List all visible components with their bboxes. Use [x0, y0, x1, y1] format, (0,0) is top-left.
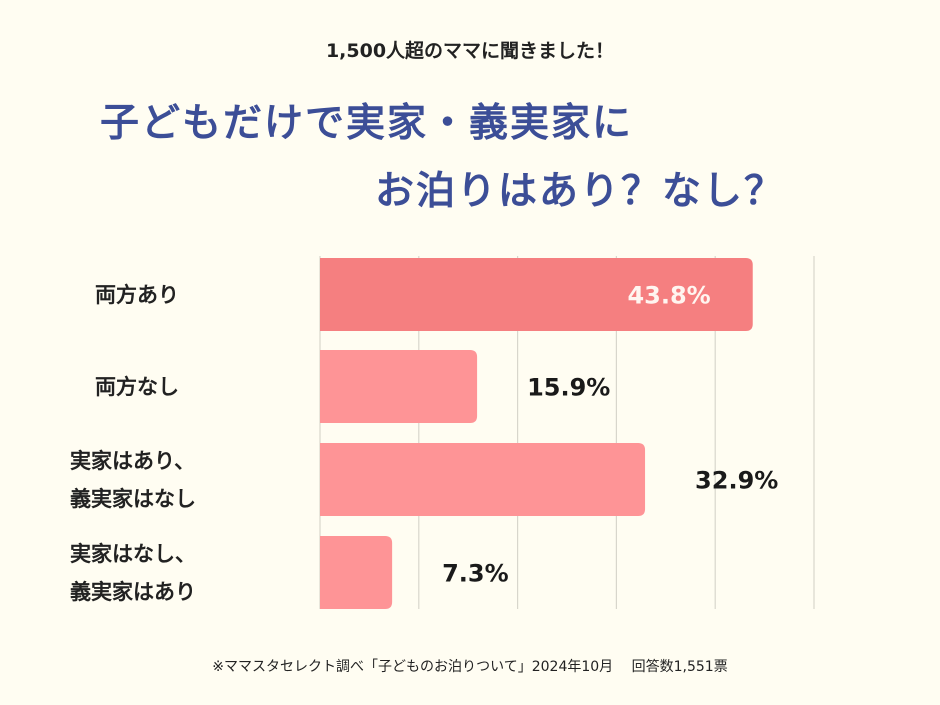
bar — [320, 443, 646, 516]
bar — [320, 350, 478, 423]
subtitle: 1,500人超のママに聞きました！ — [325, 40, 615, 62]
title-line-2: お泊りはあり？なし？ — [375, 169, 786, 214]
category-label-line: 両方なし — [95, 374, 179, 399]
category-label: 実家はあり、 義実家はなし — [70, 442, 270, 518]
category-label: 実家はなし、 義実家はあり — [70, 535, 270, 611]
footnote: ※ママスタセレクト調べ「子どものお泊りついて」2024年10月 回答数1,551… — [212, 659, 728, 675]
title-line-1: 子どもだけで実家・義実家に — [100, 101, 634, 146]
data-label: 15.9% — [527, 374, 610, 402]
category-label-line: 実家はなし、 — [70, 541, 196, 566]
category-label: 両方あり — [95, 276, 295, 314]
category-label-line: 実家はあり、 — [70, 448, 196, 473]
category-label-line: 両方あり — [95, 282, 179, 307]
data-label: 32.9% — [695, 467, 778, 495]
category-label: 両方なし — [95, 368, 295, 406]
category-label-line: 義実家はなし — [70, 486, 196, 511]
data-label: 43.8% — [627, 282, 710, 310]
data-label: 7.3% — [442, 560, 509, 588]
bar — [320, 258, 753, 331]
bar — [320, 536, 393, 609]
category-label-line: 義実家はあり — [70, 579, 196, 604]
